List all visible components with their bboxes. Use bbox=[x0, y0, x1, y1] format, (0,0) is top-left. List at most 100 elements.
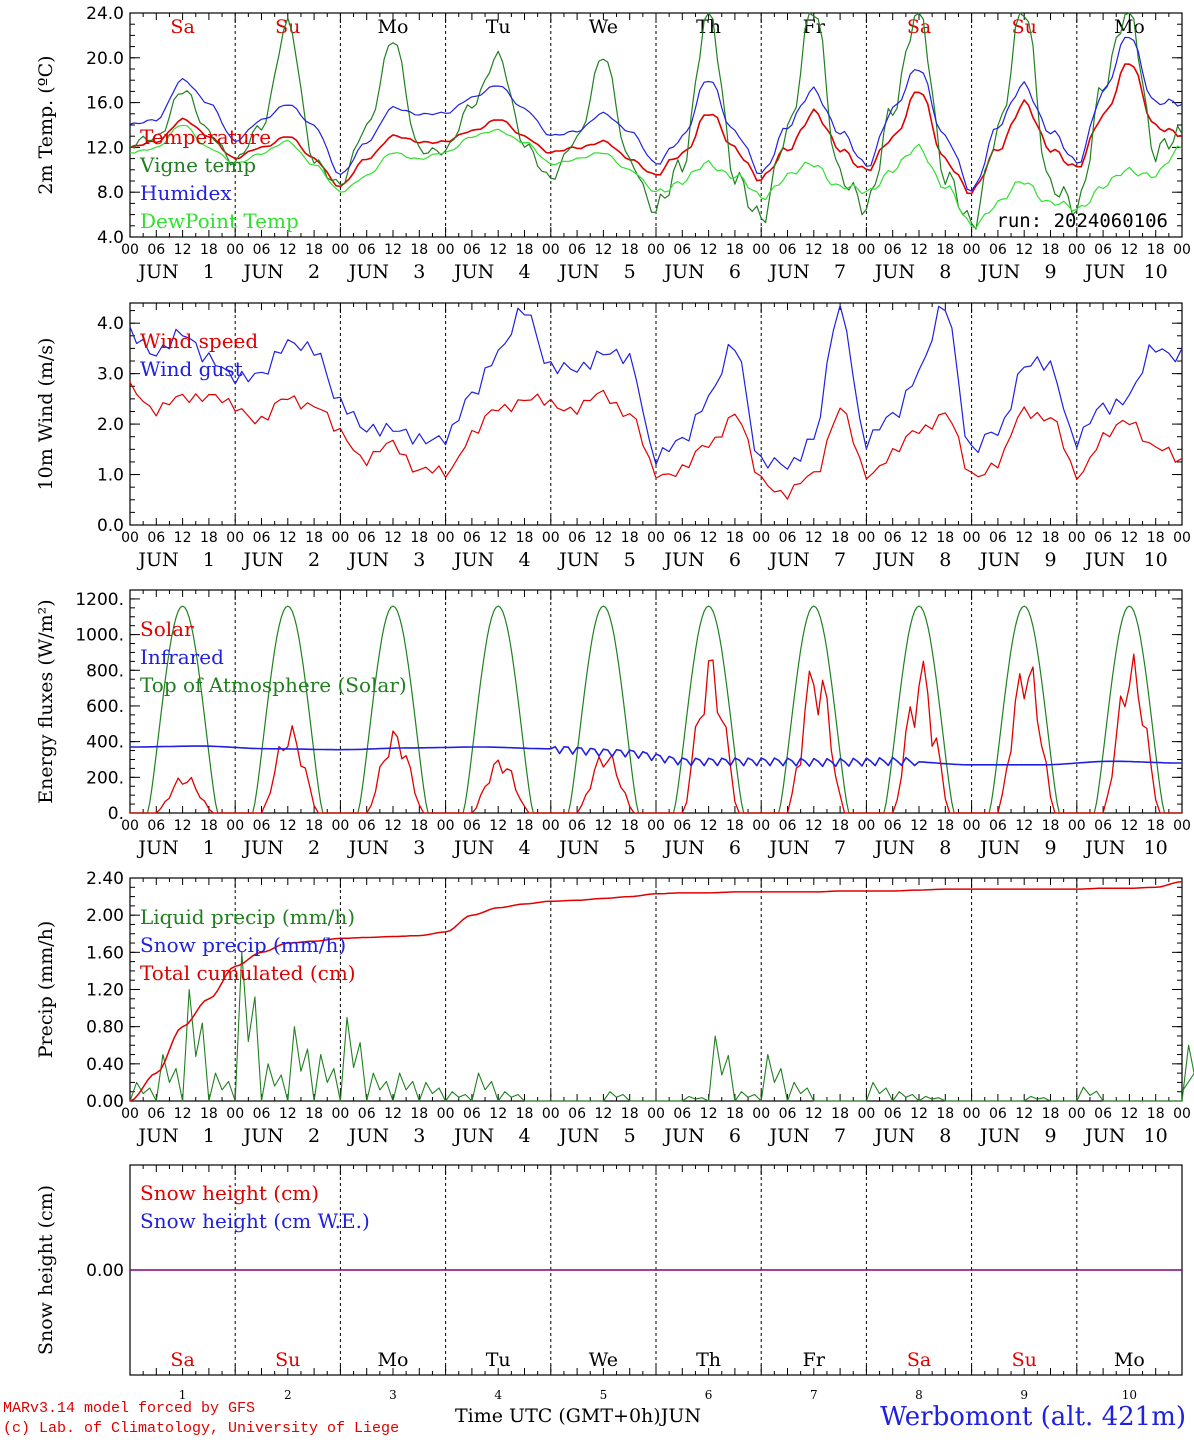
hour-tick-label: 00 bbox=[437, 1106, 455, 1122]
legend-entry: Snow height (cm) bbox=[140, 1181, 319, 1205]
month-label: JUN bbox=[1083, 261, 1125, 283]
day-number-label: 5 bbox=[624, 837, 636, 859]
x-axis-label: Time UTC (GMT+0h)JUN bbox=[455, 1405, 701, 1427]
hour-tick-label: 18 bbox=[831, 530, 849, 546]
series-line-toa-solar bbox=[130, 605, 1182, 814]
legend-entry: DewPoint Temp bbox=[140, 209, 299, 233]
hour-tick-label: 06 bbox=[147, 242, 165, 258]
hour-tick-label: 06 bbox=[253, 818, 271, 834]
hour-tick-label: 06 bbox=[147, 1106, 165, 1122]
hour-tick-label: 12 bbox=[594, 818, 612, 834]
y-axis-label: Snow height (cm) bbox=[35, 1185, 57, 1355]
hour-tick-label: 00 bbox=[647, 242, 665, 258]
hour-tick-label: 00 bbox=[1068, 242, 1086, 258]
hour-tick-label: 06 bbox=[253, 530, 271, 546]
month-label: JUN bbox=[873, 261, 915, 283]
month-label: JUN bbox=[978, 261, 1020, 283]
hour-tick-label: 18 bbox=[1042, 818, 1060, 834]
month-label: JUN bbox=[662, 261, 704, 283]
hour-tick-label: 12 bbox=[384, 818, 402, 834]
hour-tick-label: 06 bbox=[779, 818, 797, 834]
legend-entry: Total cumulated (cm) bbox=[140, 961, 356, 985]
hour-tick-label: 18 bbox=[410, 242, 428, 258]
month-label: JUN bbox=[242, 837, 284, 859]
hour-tick-label: 12 bbox=[1120, 1106, 1138, 1122]
hour-tick-label: 12 bbox=[489, 818, 507, 834]
hour-tick-label: 12 bbox=[1120, 818, 1138, 834]
month-label: JUN bbox=[242, 549, 284, 571]
hour-tick-label: 06 bbox=[779, 242, 797, 258]
y-tick-label: 1.20 bbox=[86, 981, 124, 1001]
month-label: JUN bbox=[136, 261, 178, 283]
day-number-label: 2 bbox=[308, 549, 320, 571]
hour-tick-label: 12 bbox=[805, 242, 823, 258]
hour-tick-label: 18 bbox=[1042, 242, 1060, 258]
y-tick-label: 0.0 bbox=[97, 516, 124, 536]
y-tick-label: 12.0 bbox=[86, 138, 124, 158]
hour-tick-label: 12 bbox=[489, 242, 507, 258]
hour-tick-label: 18 bbox=[1042, 1106, 1060, 1122]
month-label: JUN bbox=[1083, 1125, 1125, 1147]
hour-tick-label: 18 bbox=[831, 242, 849, 258]
hour-tick-label: 00 bbox=[857, 1106, 875, 1122]
series-line-temperature bbox=[129, 63, 1183, 195]
panel-3: 0. 200. 400. 600. 800. 1000. 1200. Energy fluxe… bbox=[35, 589, 1191, 859]
day-number-label: 8 bbox=[939, 1125, 951, 1147]
hour-tick-label: 12 bbox=[1015, 818, 1033, 834]
hour-tick-label: 12 bbox=[1120, 530, 1138, 546]
y-tick-label: 1.60 bbox=[86, 943, 124, 963]
month-label: JUN bbox=[136, 549, 178, 571]
series-line-liquid-precip bbox=[129, 951, 1194, 1102]
panel-1: 4.0 8.0 12.0 16.0 20.0 24.0 2m Temp. (ºC) Sa Su M… bbox=[35, 4, 1191, 283]
y-tick-label: 4.0 bbox=[97, 314, 124, 334]
hour-tick-label: 06 bbox=[147, 818, 165, 834]
y-tick-label: 0.00 bbox=[86, 1261, 124, 1281]
hour-tick-label: 12 bbox=[489, 530, 507, 546]
hour-tick-label: 00 bbox=[647, 530, 665, 546]
hour-tick-label: 00 bbox=[752, 818, 770, 834]
day-number-label: 2 bbox=[308, 837, 320, 859]
hour-tick-label: 12 bbox=[910, 818, 928, 834]
day-number-label: 1 bbox=[203, 1125, 215, 1147]
legend-entry: Vigne temp bbox=[139, 153, 256, 177]
month-label: JUN bbox=[768, 837, 810, 859]
hour-tick-label: 00 bbox=[542, 242, 560, 258]
day-number-label: 8 bbox=[939, 261, 951, 283]
hour-tick-label: 06 bbox=[1094, 530, 1112, 546]
panel-frame bbox=[129, 12, 1183, 238]
hour-tick-label: 12 bbox=[384, 530, 402, 546]
hour-tick-label: 06 bbox=[463, 1106, 481, 1122]
series-line-wind-speed bbox=[129, 381, 1183, 500]
hour-tick-label: 06 bbox=[358, 242, 376, 258]
hour-tick-label: 18 bbox=[200, 530, 218, 546]
hour-tick-label: 12 bbox=[174, 242, 192, 258]
hour-tick-label: 06 bbox=[989, 1106, 1007, 1122]
month-label: JUN bbox=[452, 261, 494, 283]
hour-tick-label: 00 bbox=[331, 530, 349, 546]
month-label: JUN bbox=[452, 1125, 494, 1147]
month-label: JUN bbox=[452, 837, 494, 859]
hour-tick-label: 18 bbox=[305, 530, 323, 546]
hour-tick-label: 06 bbox=[673, 818, 691, 834]
weekday-label: Th bbox=[696, 1349, 721, 1371]
day-number-label: 3 bbox=[413, 549, 425, 571]
y-axis-label: Precip (mm/h) bbox=[35, 921, 57, 1059]
panel-4: 0.00 0.40 0.80 1.20 1.60 2.00 2.40 Precip (mm/h… bbox=[35, 869, 1194, 1147]
hour-tick-label: 06 bbox=[253, 1106, 271, 1122]
panel-2: 0.0 1.0 2.0 3.0 4.0 10m Wind (m/s) Wind speed W… bbox=[35, 302, 1191, 571]
day-number-label: 8 bbox=[939, 549, 951, 571]
weekday-label: Sa bbox=[907, 16, 931, 38]
hour-tick-label: 12 bbox=[910, 242, 928, 258]
weekday-label: Fr bbox=[803, 1349, 826, 1371]
month-label: JUN bbox=[557, 837, 599, 859]
hour-tick-label: 06 bbox=[568, 530, 586, 546]
hour-tick-label: 12 bbox=[805, 818, 823, 834]
day-number-label: 8 bbox=[915, 1388, 923, 1402]
weekday-label: Mo bbox=[378, 1349, 409, 1371]
hour-tick-label: 18 bbox=[305, 818, 323, 834]
y-tick-label: 1.0 bbox=[97, 466, 124, 486]
hour-tick-label: 06 bbox=[989, 242, 1007, 258]
day-number-label: 9 bbox=[1044, 837, 1056, 859]
legend-entry: Snow height (cm W.E.) bbox=[140, 1209, 370, 1233]
y-tick-label: 4.0 bbox=[97, 228, 124, 248]
